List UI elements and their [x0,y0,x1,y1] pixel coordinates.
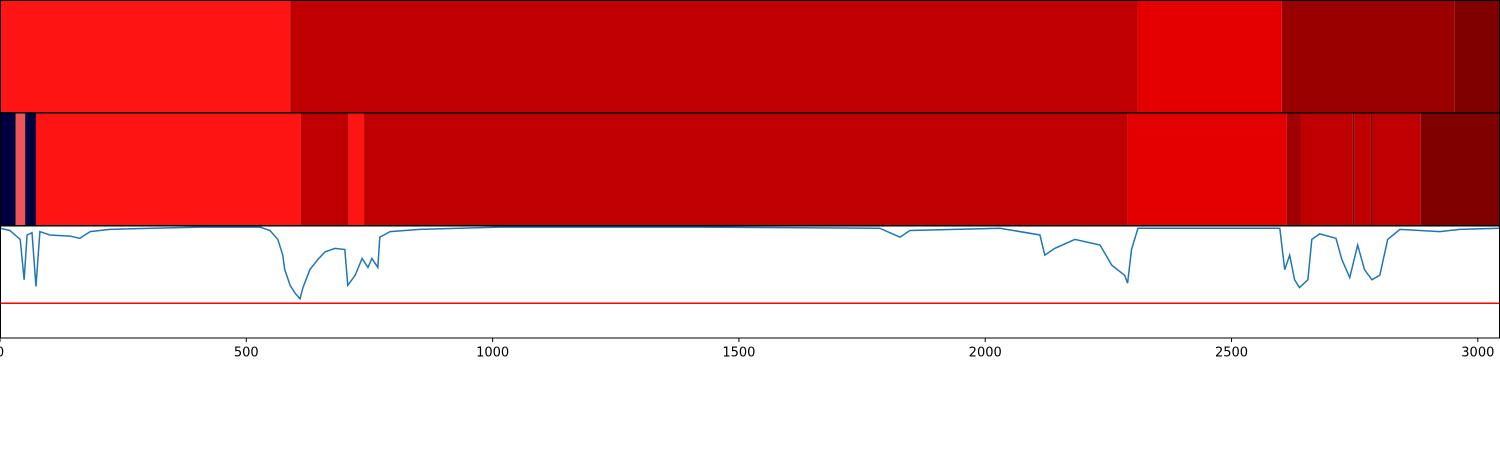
segment [1127,113,1287,226]
x-tick-label: 0 [0,346,4,361]
x-tick-label: 2500 [1215,346,1248,361]
x-tick-label: 3000 [1461,346,1494,361]
segment [364,113,1128,226]
x-tick-label: 2000 [969,346,1002,361]
segment [1370,113,1373,226]
segment [1352,113,1355,226]
segment [1286,113,1301,226]
segment [1454,0,1500,113]
x-tick-label: 1000 [476,346,509,361]
x-tick-label: 1500 [722,346,755,361]
segment [1354,113,1371,226]
segment [0,0,291,113]
segment [1281,0,1455,113]
segment [348,113,365,226]
segment [1137,0,1282,113]
segment [1300,113,1353,226]
x-tick-label: 500 [234,346,259,361]
segment [300,113,349,226]
segment [1420,113,1500,226]
data-line [0,226,1500,301]
segment [1372,113,1421,226]
segment [25,113,36,226]
segment [35,113,301,226]
panel-frame [0,225,1500,339]
segment [0,113,16,226]
segment [290,0,1138,113]
segment [15,113,26,226]
